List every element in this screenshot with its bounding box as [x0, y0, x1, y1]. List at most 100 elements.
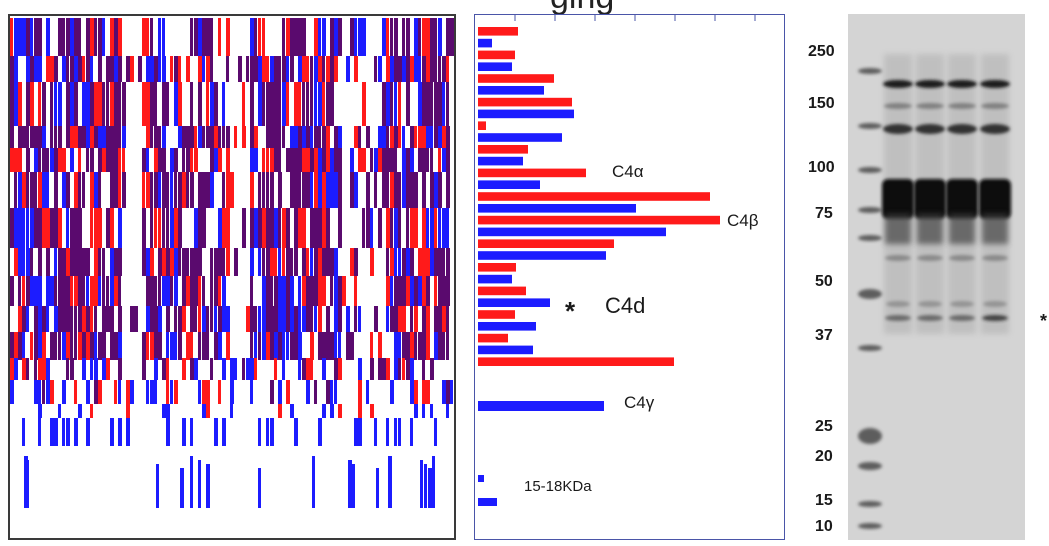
- heatmap-cell-493: [150, 208, 153, 248]
- heatmap-cell-52: [350, 18, 354, 56]
- gel-ladder-band-8: [858, 462, 882, 470]
- heatmap-cell-134: [354, 56, 358, 82]
- heatmap-cell-444: [314, 172, 318, 208]
- heatmap-bottom-mark-2: [156, 464, 159, 508]
- heatmap-cell-949: [326, 380, 330, 404]
- bar-6: [478, 97, 572, 107]
- heatmap-cell-985: [50, 418, 54, 446]
- heatmap-cell-569: [150, 248, 154, 276]
- heatmap-cell-385: [426, 148, 429, 172]
- heatmap-cell-448: [330, 172, 334, 208]
- heatmap-cell-758: [290, 306, 294, 332]
- heatmap-cell-574: [174, 248, 178, 276]
- gel-band-40-0: [885, 315, 911, 321]
- heatmap-cell-943: [250, 380, 253, 404]
- heatmap-cell-7: [38, 18, 42, 56]
- heatmap-cell-980: [422, 404, 425, 418]
- heatmap-cell-513: [270, 208, 274, 248]
- heatmap-cell-120: [282, 56, 286, 82]
- heatmap-cell-182: [166, 82, 169, 126]
- heatmap-cell-851: [378, 332, 382, 360]
- heatmap-cell-823: [202, 332, 206, 360]
- heatmap-cell-89: [106, 56, 110, 82]
- heatmap-cell-1003: [318, 418, 322, 446]
- heatmap-cell-981: [430, 404, 433, 418]
- gel-band-150-0: [884, 103, 912, 109]
- bar-17: [478, 227, 666, 237]
- heatmap-cell-996: [190, 418, 193, 446]
- heatmap-cell-668: [222, 276, 226, 306]
- heatmap-cell-214: [390, 82, 393, 126]
- heatmap-cell-560: [86, 248, 90, 276]
- heatmap-cell-857: [414, 332, 417, 360]
- heatmap-cell-702: [438, 276, 442, 306]
- heatmap-cell-759: [294, 306, 298, 332]
- heatmap-bottom-mark-6: [206, 464, 210, 508]
- heatmap-cell-923: [62, 380, 66, 404]
- heatmap-cell-450: [338, 172, 342, 208]
- heatmap-cell-539: [426, 208, 429, 248]
- heatmap-cell-289: [334, 126, 338, 148]
- gel-ladder-band-10: [858, 523, 882, 529]
- heatmap-cell-205: [310, 82, 313, 126]
- heatmap-cell-911: [398, 358, 401, 380]
- heatmap-cell-783: [438, 306, 442, 332]
- heatmap-cell-821: [190, 332, 193, 360]
- heatmap-cell-375: [378, 148, 382, 172]
- heatmap-cell-313: [18, 148, 22, 172]
- heatmap-cell-220: [426, 82, 430, 126]
- heatmap-cell-655: [162, 276, 166, 306]
- heatmap-cell-847: [338, 332, 341, 360]
- heatmap-cell-67: [434, 18, 437, 56]
- heatmap-cell-311: [10, 148, 14, 172]
- heatmap-cell-59: [394, 18, 398, 56]
- heatmap-cell-464: [422, 172, 426, 208]
- bar-18: [478, 239, 614, 248]
- heatmap-cell-831: [262, 332, 266, 360]
- heatmap-cell-181: [162, 82, 166, 126]
- heatmap-cell-624: [446, 248, 450, 276]
- heatmap-cell-327: [98, 148, 102, 172]
- heatmap-cell-467: [438, 172, 442, 208]
- heatmap-cell-764: [314, 306, 317, 332]
- heatmap-cell-372: [362, 148, 366, 172]
- heatmap-cell-500: [178, 208, 182, 248]
- gel-band-60-2: [949, 255, 975, 261]
- heatmap-cell-427: [206, 172, 210, 208]
- heatmap-cell-674: [278, 276, 282, 306]
- heatmap-cell-273: [254, 126, 258, 148]
- heatmap-cell-625: [10, 276, 14, 306]
- heatmap-cell-238: [70, 126, 74, 148]
- heatmap-cell-318: [46, 148, 49, 172]
- heatmap-cell-983: [22, 418, 25, 446]
- heatmap-cell-962: [38, 404, 42, 418]
- heatmap-cell-741: [206, 306, 209, 332]
- gel-band-45-3: [983, 301, 1007, 307]
- heatmap-cell-374: [374, 148, 378, 172]
- heatmap-cell-132: [334, 56, 338, 82]
- heatmap-cell-83: [74, 56, 78, 82]
- heatmap-cell-326: [90, 148, 94, 172]
- heatmap-cell-559: [82, 248, 86, 276]
- heatmap-cell-157: [30, 82, 34, 126]
- heatmap-cell-957: [422, 380, 426, 404]
- heatmap-cell-363: [314, 148, 318, 172]
- heatmap-cell-468: [446, 172, 450, 208]
- heatmap-cell-841: [310, 332, 314, 360]
- heatmap-cell-285: [314, 126, 318, 148]
- heatmap-cell-770: [354, 306, 357, 332]
- heatmap-cell-279: [290, 126, 294, 148]
- heatmap-cell-394: [30, 172, 34, 208]
- heatmap-cell-933: [150, 380, 154, 404]
- gel-band-130-2: [947, 124, 977, 134]
- heatmap-cell-819: [178, 332, 182, 360]
- heatmap-cell-838: [290, 332, 294, 360]
- heatmap-cell-229: [26, 126, 29, 148]
- heatmap-cell-607: [350, 248, 354, 276]
- heatmap-cell-484: [74, 208, 78, 248]
- heatmap-cell-781: [426, 306, 430, 332]
- heatmap-cell-769: [346, 306, 350, 332]
- heatmap-cell-669: [250, 276, 253, 306]
- heatmap-cell-729: [146, 306, 150, 332]
- heatmap-cell-660: [186, 276, 190, 306]
